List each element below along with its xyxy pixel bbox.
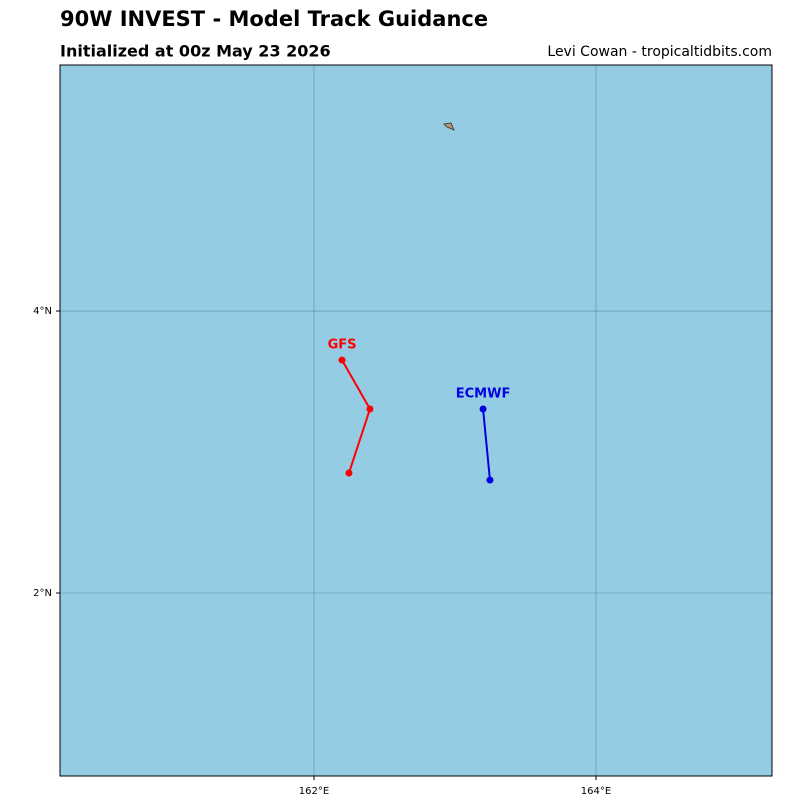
model-label: GFS (328, 338, 357, 353)
chart-title: 90W INVEST - Model Track Guidance (60, 7, 488, 31)
track-line (482, 408, 491, 481)
y-tick-label: 4°N (33, 306, 52, 317)
track-point (338, 356, 346, 364)
track-point (345, 469, 353, 477)
chart-subtitle: Initialized at 00z May 23 2026 (60, 42, 331, 61)
x-tick-label: 164°E (581, 786, 611, 797)
y-tick-label: 2°N (33, 588, 52, 599)
grid (56, 65, 772, 780)
model-label: ECMWF (456, 387, 511, 402)
tracks: GFS ECMWF (328, 338, 511, 484)
track-point (479, 405, 487, 413)
track-point (486, 476, 494, 484)
frame (59, 64, 773, 777)
ocean (60, 65, 772, 776)
track-point (366, 405, 374, 413)
credit: Levi Cowan - tropicaltidbits.com (547, 44, 772, 60)
island (443, 122, 455, 131)
x-tick-label: 162°E (299, 786, 329, 797)
